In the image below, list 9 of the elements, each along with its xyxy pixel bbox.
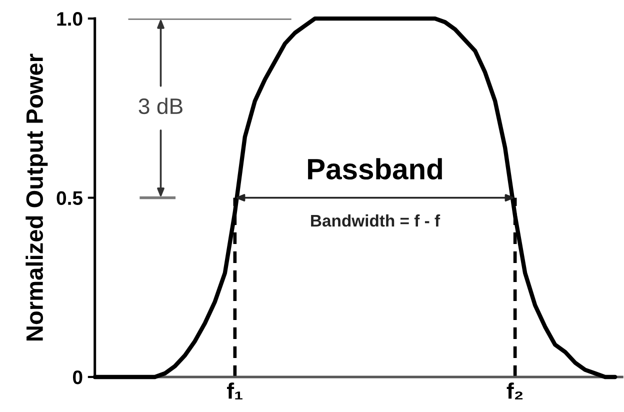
x-tick-label: f₁ <box>227 382 242 400</box>
annotation: 3 dB <box>138 98 182 114</box>
annotation: Bandwidth = f - f <box>311 214 440 227</box>
y-tick-label: 0.5 <box>56 191 83 205</box>
annotation: Passband <box>308 158 442 180</box>
y-tick-label: 0 <box>73 370 82 384</box>
x-tick-label: f₂ <box>506 382 523 400</box>
y-axis-title: Normalized Output Power <box>26 54 48 340</box>
y-tick-label: 1.0 <box>57 12 82 26</box>
